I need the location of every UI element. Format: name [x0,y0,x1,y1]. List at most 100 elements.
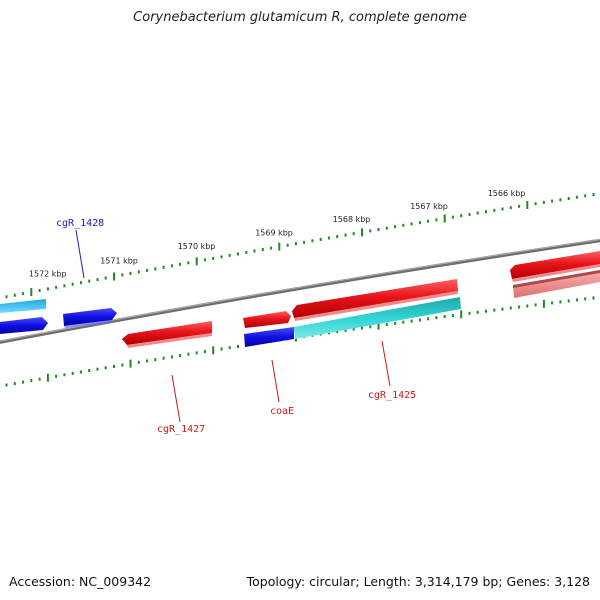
inner-ring-minor-tick [179,354,182,357]
inner-ring-minor-tick [534,303,537,307]
inner-ring-minor-tick [203,350,206,354]
inner-ring-major-tick [460,310,463,319]
outer-ring-minor-tick [427,219,430,223]
outer-ring-minor-tick [137,270,140,274]
inner-ring-minor-tick [451,314,454,317]
gene-cgR_1428-arrow[interactable] [63,308,117,328]
inner-ring-major-tick [377,321,380,330]
outer-ring-minor-tick [237,252,239,256]
inner-ring-minor-tick [493,308,496,312]
outer-ring-minor-tick [485,210,487,214]
outer-ring-minor-tick [559,198,562,202]
outer-ring-minor-tick [542,200,545,204]
inner-ring-minor-tick [394,321,397,325]
leader-cgR_1427 [171,374,181,423]
genome-backbone [0,238,600,344]
inner-ring-minor-tick [468,311,471,315]
inner-ring-minor-tick [418,318,421,322]
inner-ring-minor-tick [592,296,595,300]
inner-ring-minor-tick [485,309,487,313]
gene-label-cgR_1427[interactable]: cgR_1427 [157,424,205,435]
outer-ring-major-tick [526,201,529,209]
outer-ring-minor-tick [170,264,173,268]
leader-coaE [271,359,280,403]
tick-label: 1570 kbp [178,242,216,251]
outer-ring-minor-tick [179,262,182,266]
gene-right-pink-arrow[interactable] [513,270,600,298]
inner-ring-minor-tick [121,363,124,367]
outer-ring-minor-tick [38,289,41,292]
tick-label: 1567 kbp [410,202,448,211]
gene-label-coaE[interactable]: coaE [270,406,294,417]
outer-ring-major-tick [195,257,198,266]
inner-ring-minor-tick [237,344,239,348]
inner-ring-minor-tick [13,382,16,386]
outer-ring-minor-tick [394,225,397,229]
inner-ring-minor-tick [79,370,82,374]
outer-ring-minor-tick [369,229,372,233]
outer-ring-minor-tick [228,253,231,257]
tick-label: 1569 kbp [255,228,293,237]
gene-label-cgR_1425[interactable]: cgR_1425 [368,390,416,401]
outer-ring-minor-tick [319,237,322,241]
outer-ring-minor-tick [518,204,521,208]
outer-ring-minor-tick [509,206,512,210]
inner-ring-minor-tick [170,355,173,359]
inner-ring-minor-tick [187,352,190,356]
outer-ring-minor-tick [567,197,570,200]
outer-ring-minor-tick [212,256,215,260]
inner-ring-minor-tick [352,327,355,331]
gene-cgR_1427-arrow[interactable] [122,321,212,348]
outer-ring-minor-tick [418,221,421,225]
outer-ring-minor-tick [63,284,66,288]
outer-ring-minor-tick [55,285,58,289]
inner-ring-minor-tick [584,297,587,301]
outer-ring-major-tick [113,272,115,281]
outer-ring-minor-tick [311,239,314,243]
outer-ring-minor-tick [270,246,273,250]
outer-ring-minor-tick [303,240,306,244]
outer-ring-minor-tick [71,282,74,286]
outer-ring-major-tick [361,228,363,237]
gene-coaE-arrow[interactable] [244,327,294,347]
gene-right-forward-arrow[interactable] [510,251,600,282]
genome-backbone-shine [0,238,600,342]
outer-ring-minor-tick [575,195,578,199]
outer-ring-minor-tick [460,214,463,218]
inner-ring-minor-tick [228,346,231,350]
inner-ring-minor-tick [509,306,512,310]
outer-ring-minor-tick [104,276,107,280]
gene-left-lightblue-arrow[interactable] [0,299,46,313]
inner-ring-minor-tick [361,326,363,330]
inner-ring-minor-tick [526,304,529,308]
outer-ring-minor-tick [13,293,16,297]
gene-left-blue-arrow[interactable] [0,317,48,334]
inner-ring-minor-tick [476,310,479,314]
outer-ring-minor-tick [121,273,124,277]
outer-ring-minor-tick [220,255,223,259]
outer-ring-minor-tick [187,261,190,265]
tick-label: 1572 kbp [29,270,67,279]
inner-ring-minor-tick [137,360,140,364]
tick-label: 1571 kbp [100,256,138,265]
gene-cgR_1425-arrow[interactable] [294,297,461,339]
accession-label: Accession: NC_009342 [9,574,152,589]
outer-ring-minor-tick [129,271,132,275]
gene-coaE-forward-arrow[interactable] [243,311,291,328]
inner-ring-major-tick [542,299,545,308]
inner-ring-minor-tick [427,317,430,321]
outer-ring-minor-tick [468,212,471,216]
gene-label-cgR_1428[interactable]: cgR_1428 [56,218,104,229]
outer-ring-minor-tick [162,265,165,269]
outer-ring-minor-tick [385,226,388,230]
outer-ring-minor-tick [88,279,91,283]
outer-ring-minor-tick [402,223,405,227]
inner-ring-minor-tick [369,325,372,329]
map-title: Corynebacterium glutamicum R, complete g… [133,10,467,25]
inner-ring-major-tick [212,346,215,355]
outer-ring-minor-tick [253,249,256,253]
gene-cgR_1425-forward-arrow[interactable] [292,279,458,321]
outer-ring-minor-tick [451,215,454,219]
outer-ring-minor-tick [336,235,339,239]
